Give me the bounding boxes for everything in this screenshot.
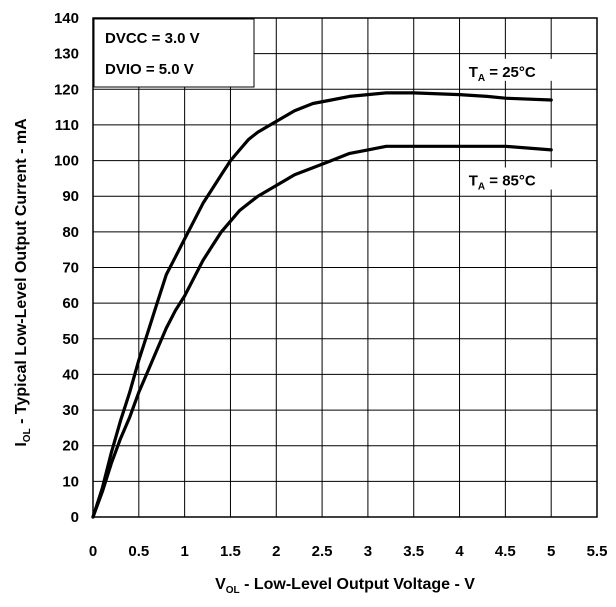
grid-lines [92, 17, 598, 518]
y-tick-label-11: 110 [55, 117, 79, 134]
y-tick-label-1: 10 [62, 473, 79, 490]
x-tick-label-5: 2.5 [312, 543, 333, 560]
series-lines [91, 91, 553, 519]
x-tick-label-10: 5 [547, 543, 555, 560]
y-tick-label-9: 90 [62, 188, 79, 205]
series-label-85c: TA = 85°C [469, 173, 536, 193]
y-tick-label-8: 80 [62, 224, 79, 241]
y-tick-label-2: 20 [62, 438, 79, 455]
y-tick-label-6: 60 [62, 295, 79, 312]
conditions-box [93, 18, 255, 88]
y-tick-label-7: 70 [62, 260, 79, 277]
y-axis-title: IOL - Typical Low-Level Output Current -… [13, 118, 33, 447]
x-tick-label-1: 0.5 [128, 543, 149, 560]
x-tick-label-6: 3 [364, 543, 372, 560]
x-tick-labels: 0 0.5 1 1.5 2 2.5 3 3.5 4 4.5 5 5.5 [89, 543, 608, 560]
y-tick-label-10: 100 [54, 153, 79, 170]
x-tick-label-4: 2 [272, 543, 280, 560]
x-axis-title: VOL - Low-Level Output Voltage - V [215, 576, 475, 596]
condition-dvio: DVIO = 5.0 V [105, 61, 194, 78]
series-line-0 [91, 91, 553, 519]
x-tick-label-0: 0 [89, 543, 97, 560]
y-tick-label-3: 30 [62, 402, 79, 419]
x-tick-label-8: 4 [455, 543, 464, 560]
y-tick-label-5: 50 [62, 331, 79, 348]
series-label-85c-background [464, 167, 567, 190]
x-tick-label-9: 4.5 [495, 543, 516, 560]
y-tick-label-4: 40 [62, 366, 79, 383]
condition-dvcc: DVCC = 3.0 V [105, 30, 200, 47]
x-tick-label-11: 5.5 [587, 543, 608, 560]
series-line-1 [91, 144, 553, 519]
y-tick-label-13: 130 [54, 46, 79, 63]
x-tick-label-7: 3.5 [403, 543, 424, 560]
series-label-25c: TA = 25°C [469, 64, 536, 84]
x-tick-label-2: 1 [180, 543, 188, 560]
plot-frame [92, 17, 598, 518]
x-tick-label-3: 1.5 [220, 543, 241, 560]
y-tick-label-12: 120 [54, 81, 79, 98]
series-label-25c-background [464, 58, 567, 81]
y-tick-labels: 0 10 20 30 40 50 60 70 80 90 100 110 120 130 140 [54, 10, 79, 526]
y-tick-label-0: 0 [71, 509, 79, 526]
y-tick-label-14: 140 [54, 10, 79, 27]
